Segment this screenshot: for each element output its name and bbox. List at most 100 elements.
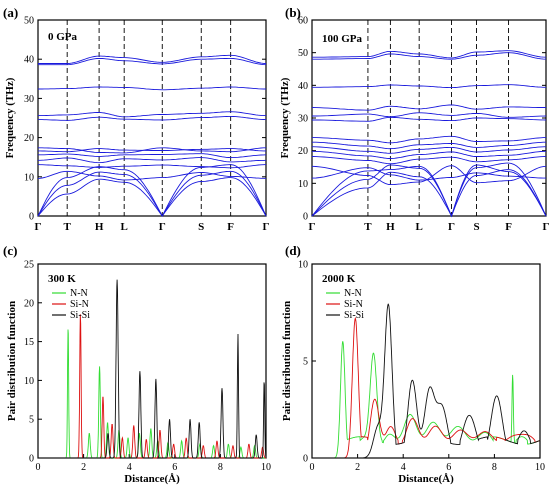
- kpoint-label: S: [198, 221, 204, 233]
- panel-c-ticks: 0 2 4 6 8 10 0 5 10 15 20 25: [24, 260, 271, 474]
- panel-a-ylabel: Frequency (THz): [4, 77, 16, 158]
- ytick-label: 15: [24, 337, 34, 348]
- panel-b: (b) 100 GPa Frequency (THz) 0 10 20 30 40 50 6…: [279, 5, 550, 233]
- panel-a: (a) 0 GPa Frequency (THz) 0 10 20 30 40 50 Γ T…: [3, 5, 270, 233]
- xtick-label: 10: [535, 462, 545, 473]
- panel-d-legend: N-NSi-NSi-Si: [326, 288, 364, 321]
- kpoint-label: L: [416, 221, 423, 233]
- kpoint-label: H: [95, 221, 104, 233]
- ytick-label: 40: [298, 81, 308, 92]
- kpoint-label: Γ: [263, 221, 270, 233]
- panel-d: (d) 2000 K Pair distribution function Di…: [281, 243, 545, 485]
- panel-c-curves: [38, 279, 267, 459]
- panel-c-label: (c): [3, 243, 17, 258]
- panel-c-annotation: 300 K: [48, 273, 76, 285]
- panel-a-bands: [37, 54, 267, 217]
- phonon-band: [312, 84, 546, 89]
- legend-entry: N-N: [344, 288, 362, 299]
- phonon-band: [311, 150, 547, 159]
- ytick-label: 50: [24, 16, 34, 27]
- pdf-curve-si-si: [312, 303, 541, 459]
- legend-entry: Si-N: [344, 299, 363, 310]
- phonon-band: [311, 167, 546, 181]
- phonon-band: [311, 169, 547, 218]
- kpoint-label: Γ: [543, 221, 550, 233]
- ytick-label: 10: [24, 172, 34, 183]
- xtick-label: 8: [218, 462, 223, 473]
- phonon-band: [38, 153, 267, 159]
- phonon-band: [312, 112, 547, 118]
- legend-entry: Si-Si: [344, 310, 364, 321]
- phonon-band: [37, 164, 267, 169]
- panel-a-label: (a): [3, 5, 18, 20]
- phonon-band: [38, 86, 266, 91]
- phonon-band: [312, 135, 546, 144]
- ytick-label: 30: [298, 114, 308, 125]
- pdf-curve-si-si: [38, 279, 267, 459]
- panel-c: (c) 300 K Pair distribution function Dis…: [3, 243, 271, 485]
- xtick-label: 10: [261, 462, 271, 473]
- legend-entry: N-N: [70, 288, 88, 299]
- kpoint-label: T: [364, 221, 372, 233]
- ytick-label: 10: [298, 179, 308, 190]
- kpoint-label: F: [505, 221, 512, 233]
- kpoint-label: H: [386, 221, 395, 233]
- phonon-band: [38, 147, 266, 154]
- phonon-band: [311, 104, 546, 111]
- phonon-band: [38, 54, 267, 64]
- pdf-curve-n-n: [38, 329, 266, 459]
- panel-c-ylabel: Pair distribution function: [6, 301, 18, 421]
- panel-d-annotation: 2000 K: [322, 273, 356, 285]
- phonon-band: [312, 141, 546, 150]
- phonon-band: [312, 50, 547, 59]
- phonon-band: [37, 164, 267, 217]
- phonon-band: [312, 116, 547, 122]
- ytick-label: 40: [24, 55, 34, 66]
- xtick-label: 0: [36, 462, 41, 473]
- ytick-label: 0: [303, 454, 308, 465]
- xtick-label: 2: [355, 462, 360, 473]
- kpoint-label: L: [121, 221, 128, 233]
- phonon-band: [37, 177, 267, 217]
- phonon-band: [37, 170, 267, 181]
- ytick-label: 0: [29, 212, 34, 223]
- ytick-label: 20: [298, 146, 308, 157]
- ytick-label: 25: [24, 260, 34, 271]
- panel-c-legend: N-NSi-NSi-Si: [52, 288, 90, 321]
- legend-entry: Si-N: [70, 299, 89, 310]
- xtick-label: 4: [127, 462, 132, 473]
- ytick-label: 0: [303, 212, 308, 223]
- panel-c-xlabel: Distance(Å): [124, 473, 180, 485]
- ytick-label: 30: [24, 94, 34, 105]
- kpoint-label: Γ: [159, 221, 166, 233]
- panel-a-annotation: 0 GPa: [48, 31, 78, 43]
- ytick-label: 60: [298, 16, 308, 27]
- phonon-band: [311, 162, 547, 218]
- phonon-band: [38, 115, 267, 121]
- panel-b-label: (b): [285, 5, 301, 20]
- ytick-label: 10: [298, 260, 308, 271]
- kpoint-label: Γ: [309, 221, 316, 233]
- phonon-band: [37, 170, 267, 217]
- phonon-band: [312, 52, 547, 60]
- kpoint-label: S: [473, 221, 479, 233]
- panel-b-yticks: 0 10 20 30 40 50 60: [298, 16, 546, 223]
- ytick-label: 10: [24, 376, 34, 387]
- panel-b-frame: [311, 19, 547, 217]
- panel-d-xlabel: Distance(Å): [398, 473, 454, 485]
- xtick-label: 4: [401, 462, 406, 473]
- xtick-label: 6: [172, 462, 177, 473]
- ytick-label: 5: [303, 357, 308, 368]
- phonon-band: [311, 156, 547, 165]
- kpoint-label: T: [64, 221, 72, 233]
- kpoint-label: Γ: [448, 221, 455, 233]
- kpoint-label: F: [227, 221, 234, 233]
- panel-b-bands: [311, 50, 547, 218]
- phonon-band: [38, 111, 266, 118]
- panel-b-annotation: 100 GPa: [322, 33, 363, 45]
- panel-a-frame: [37, 19, 267, 217]
- phonon-band: [38, 57, 267, 66]
